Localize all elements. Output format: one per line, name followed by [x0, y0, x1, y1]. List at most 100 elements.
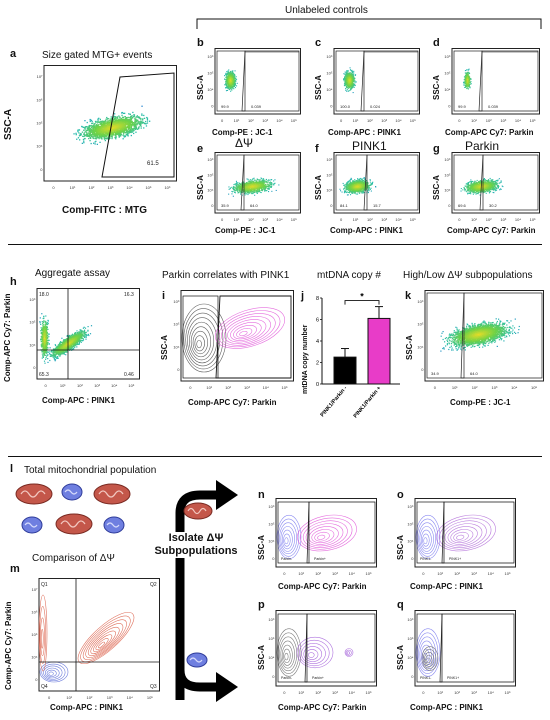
data-point — [347, 77, 349, 79]
data-point — [140, 118, 142, 120]
data-point — [121, 114, 123, 116]
data-point — [86, 134, 88, 136]
data-point — [262, 189, 264, 191]
data-point — [230, 87, 232, 89]
data-point — [225, 72, 227, 74]
data-point — [234, 87, 236, 89]
data-point — [83, 133, 85, 135]
data-point — [134, 117, 136, 119]
data-point — [86, 121, 88, 124]
data-point — [264, 187, 266, 189]
data-point — [348, 82, 350, 84]
data-point — [88, 135, 90, 138]
data-point — [100, 120, 103, 123]
data-point — [101, 124, 104, 127]
data-point — [466, 73, 468, 75]
data-point — [262, 186, 264, 188]
data-point — [246, 186, 248, 188]
data-point — [227, 87, 229, 89]
data-point — [98, 121, 100, 123]
data-point — [351, 87, 353, 89]
data-point — [353, 78, 355, 80]
data-point — [113, 123, 115, 125]
data-point — [269, 186, 271, 188]
data-point — [467, 84, 469, 86]
data-point — [135, 121, 137, 123]
data-point — [246, 183, 248, 185]
data-point — [87, 135, 89, 137]
data-point — [344, 78, 346, 80]
panel-c-letter: c — [315, 37, 322, 49]
x-tick-label: 10² — [248, 217, 254, 222]
data-point — [244, 194, 246, 196]
x-tick-label: 10¹ — [234, 217, 240, 222]
data-point — [249, 190, 251, 192]
data-point — [88, 132, 90, 134]
data-point — [83, 140, 85, 142]
data-point — [91, 125, 94, 128]
panel-b-ylabel: SSC-A — [196, 75, 205, 100]
data-point — [77, 137, 80, 139]
data-point — [349, 82, 351, 84]
data-point — [259, 184, 261, 186]
data-point — [96, 129, 98, 131]
data-point — [101, 122, 103, 124]
data-point — [244, 191, 246, 193]
data-point — [245, 182, 247, 184]
data-point — [87, 129, 90, 131]
x-tick-label: 10⁴ — [395, 118, 401, 123]
data-point — [86, 135, 88, 137]
data-point — [122, 129, 124, 131]
data-point — [230, 90, 232, 92]
data-point — [232, 71, 234, 73]
data-point — [122, 122, 125, 124]
data-point — [346, 182, 348, 184]
data-point — [96, 136, 99, 138]
data-point — [124, 116, 126, 118]
data-point — [95, 121, 97, 124]
data-point — [233, 85, 235, 87]
data-point — [348, 74, 350, 76]
data-point — [89, 134, 91, 136]
data-point — [246, 191, 248, 193]
data-point — [354, 74, 356, 76]
data-point — [250, 186, 252, 188]
data-point — [251, 190, 253, 192]
data-point — [80, 134, 82, 136]
data-point — [113, 131, 115, 133]
data-point — [467, 79, 469, 81]
data-point — [119, 131, 122, 133]
data-point — [350, 191, 352, 193]
data-point — [145, 120, 147, 123]
data-point — [137, 122, 139, 124]
data-point — [96, 127, 98, 129]
data-point — [97, 124, 100, 126]
data-point — [466, 77, 468, 79]
data-point — [93, 136, 95, 138]
data-point — [259, 189, 261, 191]
data-point — [104, 127, 106, 129]
data-point — [231, 77, 233, 79]
data-point — [124, 112, 126, 114]
data-point — [351, 80, 353, 82]
data-point — [351, 86, 353, 88]
data-point — [118, 130, 121, 132]
data-point — [121, 112, 123, 114]
data-point — [250, 184, 252, 186]
data-point — [227, 83, 229, 85]
y-tick-label: 10⁴ — [36, 144, 42, 149]
data-point — [346, 89, 348, 91]
data-point — [354, 80, 356, 82]
data-point — [103, 135, 105, 138]
data-point — [130, 117, 133, 119]
data-point — [347, 86, 349, 88]
data-point — [350, 88, 352, 90]
y-tick-label: 10⁶ — [326, 157, 332, 162]
data-point — [263, 186, 265, 188]
data-point — [347, 84, 349, 86]
data-point — [346, 73, 348, 75]
data-point — [242, 189, 244, 191]
data-point — [260, 181, 262, 183]
data-point — [350, 81, 352, 83]
data-point — [120, 122, 122, 125]
